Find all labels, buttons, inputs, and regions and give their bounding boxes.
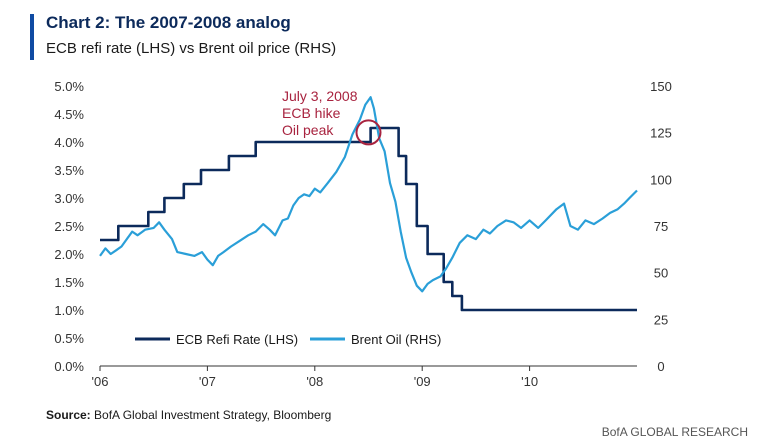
- annotation-text-line: July 3, 2008: [282, 88, 358, 104]
- x-tick-label: '10: [521, 374, 538, 389]
- y-left-tick-label: 4.0%: [54, 135, 84, 150]
- brand-label: BofA GLOBAL RESEARCH: [601, 425, 748, 439]
- source-note: Source: BofA Global Investment Strategy,…: [46, 408, 331, 422]
- source-text: BofA Global Investment Strategy, Bloombe…: [94, 408, 332, 422]
- y-left-tick-label: 0.5%: [54, 331, 84, 346]
- y-left-tick-label: 4.5%: [54, 107, 84, 122]
- source-label: Source:: [46, 408, 91, 422]
- y-left-tick-label: 1.5%: [54, 275, 84, 290]
- y-left-tick-label: 3.5%: [54, 163, 84, 178]
- y-left-tick-label: 2.0%: [54, 247, 84, 262]
- y-left-tick-label: 5.0%: [54, 79, 84, 94]
- y-right-tick-label: 0: [657, 359, 664, 374]
- y-right-tick-label: 50: [654, 266, 668, 281]
- annotation-text-line: ECB hike: [282, 105, 341, 121]
- annotation-circle: [355, 119, 382, 146]
- legend-label-brent: Brent Oil (RHS): [351, 332, 441, 347]
- brent-oil-line: [99, 96, 638, 293]
- y-right-tick-label: 125: [650, 126, 672, 141]
- x-tick-label: '09: [414, 374, 431, 389]
- chart-subtitle: ECB refi rate (LHS) vs Brent oil price (…: [46, 40, 337, 57]
- y-left-tick-label: 1.0%: [54, 303, 84, 318]
- y-right-tick-label: 75: [654, 219, 668, 234]
- legend-label-ecb: ECB Refi Rate (LHS): [176, 332, 298, 347]
- ecb-refi-rate-line: [100, 126, 637, 312]
- y-right-tick-label: 100: [650, 172, 672, 187]
- x-tick-label: '06: [92, 374, 109, 389]
- chart-title: Chart 2: The 2007-2008 analog: [46, 13, 291, 32]
- y-right-tick-label: 150: [650, 79, 672, 94]
- x-tick-label: '08: [306, 374, 323, 389]
- y-left-tick-label: 0.0%: [54, 359, 84, 374]
- x-tick-label: '07: [199, 374, 216, 389]
- y-left-tick-label: 3.0%: [54, 191, 84, 206]
- title-accent-bar: [30, 14, 34, 60]
- y-left-tick-label: 2.5%: [54, 219, 84, 234]
- y-right-tick-label: 25: [654, 312, 668, 327]
- annotation-text-line: Oil peak: [282, 122, 334, 138]
